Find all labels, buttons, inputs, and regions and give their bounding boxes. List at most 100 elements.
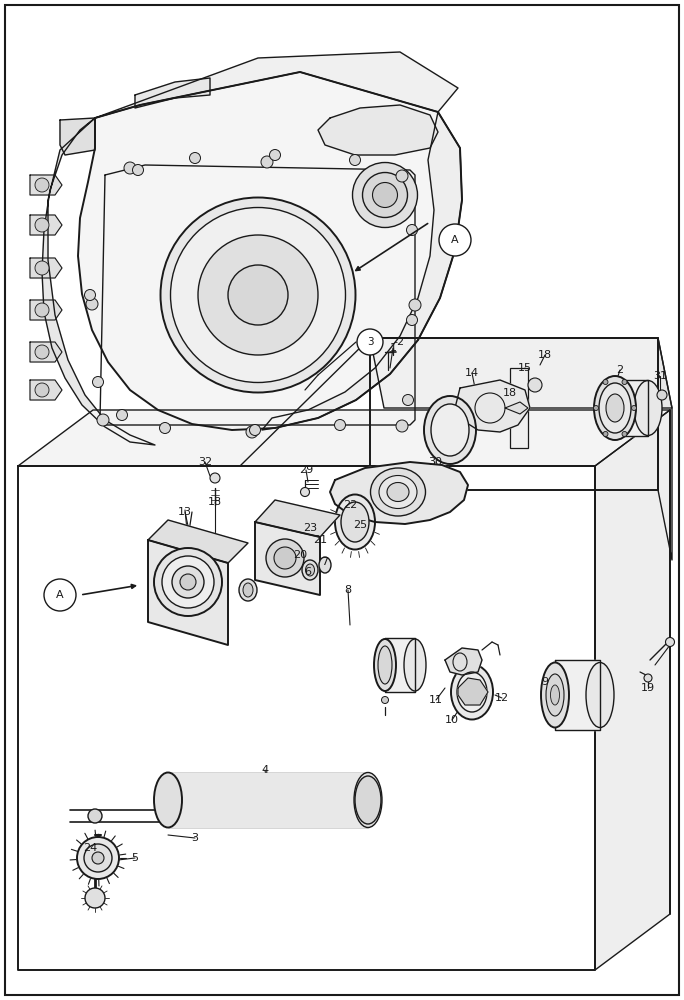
Polygon shape <box>458 678 488 705</box>
Ellipse shape <box>457 672 487 712</box>
Ellipse shape <box>464 682 480 702</box>
Ellipse shape <box>198 235 318 355</box>
Ellipse shape <box>424 396 476 464</box>
Ellipse shape <box>603 431 608 436</box>
Ellipse shape <box>410 493 420 503</box>
Ellipse shape <box>606 394 624 422</box>
Polygon shape <box>505 402 528 414</box>
Ellipse shape <box>159 422 170 434</box>
Ellipse shape <box>594 406 598 410</box>
Ellipse shape <box>85 888 105 908</box>
Polygon shape <box>595 410 670 970</box>
Text: 19: 19 <box>641 683 655 693</box>
Ellipse shape <box>406 314 417 326</box>
Text: 6: 6 <box>304 567 311 577</box>
Polygon shape <box>658 338 672 560</box>
Ellipse shape <box>546 674 564 716</box>
Ellipse shape <box>396 420 408 432</box>
Polygon shape <box>135 78 210 108</box>
Ellipse shape <box>406 225 417 235</box>
Ellipse shape <box>154 548 222 616</box>
Text: 4: 4 <box>261 765 269 775</box>
Polygon shape <box>30 300 62 320</box>
Text: A: A <box>56 590 64 600</box>
Polygon shape <box>255 522 320 595</box>
Ellipse shape <box>35 261 49 275</box>
Polygon shape <box>30 342 62 362</box>
Ellipse shape <box>261 156 273 168</box>
Ellipse shape <box>335 494 375 550</box>
Text: 32: 32 <box>198 457 212 467</box>
Polygon shape <box>95 52 458 118</box>
Polygon shape <box>30 175 62 195</box>
Ellipse shape <box>97 414 109 426</box>
Ellipse shape <box>246 426 258 438</box>
Ellipse shape <box>154 772 182 828</box>
Polygon shape <box>148 540 228 645</box>
Ellipse shape <box>239 579 257 601</box>
Text: 15: 15 <box>518 363 532 373</box>
Polygon shape <box>42 118 155 445</box>
Ellipse shape <box>622 431 627 436</box>
Text: 21: 21 <box>313 535 327 545</box>
Polygon shape <box>385 638 415 692</box>
Polygon shape <box>615 380 648 436</box>
Text: 30: 30 <box>428 457 442 467</box>
Text: A: A <box>451 235 459 245</box>
Ellipse shape <box>404 639 426 691</box>
Polygon shape <box>330 462 468 524</box>
Ellipse shape <box>243 583 253 597</box>
Ellipse shape <box>84 844 112 872</box>
Ellipse shape <box>599 383 631 433</box>
Polygon shape <box>148 520 248 563</box>
Polygon shape <box>30 380 62 400</box>
Circle shape <box>439 224 471 256</box>
Text: 20: 20 <box>293 550 307 560</box>
Ellipse shape <box>92 376 103 387</box>
Ellipse shape <box>541 662 569 728</box>
Ellipse shape <box>116 410 127 420</box>
Text: 18: 18 <box>503 388 517 398</box>
Bar <box>510 368 528 448</box>
Text: 22: 22 <box>343 500 357 510</box>
Ellipse shape <box>300 488 309 496</box>
Ellipse shape <box>306 564 315 576</box>
Ellipse shape <box>382 696 389 704</box>
Text: 8: 8 <box>345 585 352 595</box>
Text: 5: 5 <box>131 853 138 863</box>
Ellipse shape <box>250 424 261 436</box>
Text: 29: 29 <box>299 465 313 475</box>
Ellipse shape <box>409 299 421 311</box>
Text: 9: 9 <box>542 677 549 687</box>
Ellipse shape <box>528 378 542 392</box>
Polygon shape <box>445 648 482 675</box>
Circle shape <box>44 579 76 611</box>
Ellipse shape <box>374 639 396 691</box>
Polygon shape <box>455 380 530 432</box>
Ellipse shape <box>586 662 614 728</box>
Text: 7: 7 <box>321 557 328 567</box>
Polygon shape <box>262 112 462 430</box>
Ellipse shape <box>189 152 200 163</box>
Ellipse shape <box>657 390 667 400</box>
Polygon shape <box>255 500 340 537</box>
Ellipse shape <box>634 380 662 436</box>
Circle shape <box>357 329 383 355</box>
Ellipse shape <box>378 646 392 684</box>
Ellipse shape <box>319 557 331 573</box>
Ellipse shape <box>363 172 408 218</box>
Polygon shape <box>370 338 672 408</box>
Ellipse shape <box>594 376 636 440</box>
Text: 1: 1 <box>389 343 397 353</box>
Ellipse shape <box>35 345 49 359</box>
Ellipse shape <box>170 208 345 382</box>
Ellipse shape <box>269 149 280 160</box>
Text: 18: 18 <box>538 350 552 360</box>
Ellipse shape <box>622 380 627 385</box>
Ellipse shape <box>631 406 637 410</box>
Ellipse shape <box>431 404 469 456</box>
Polygon shape <box>18 410 670 466</box>
Ellipse shape <box>302 560 318 580</box>
Ellipse shape <box>35 178 49 192</box>
Ellipse shape <box>334 420 345 430</box>
